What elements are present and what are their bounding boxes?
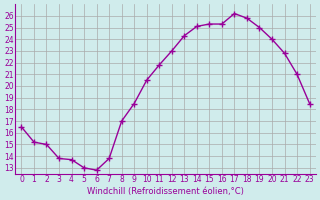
- X-axis label: Windchill (Refroidissement éolien,°C): Windchill (Refroidissement éolien,°C): [87, 187, 244, 196]
